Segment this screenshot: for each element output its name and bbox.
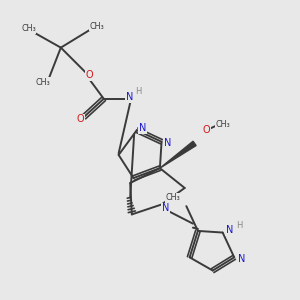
Text: CH₃: CH₃ <box>166 194 181 202</box>
Text: N: N <box>139 123 146 133</box>
Text: N: N <box>126 92 133 102</box>
Text: N: N <box>226 225 233 235</box>
Text: O: O <box>85 70 93 80</box>
Polygon shape <box>160 141 196 168</box>
Text: H: H <box>236 221 242 230</box>
Text: CH₃: CH₃ <box>90 22 104 31</box>
Text: N: N <box>164 138 171 148</box>
Text: N: N <box>238 254 245 264</box>
Text: O: O <box>77 114 85 124</box>
Text: N: N <box>162 203 169 214</box>
Text: CH₃: CH₃ <box>36 78 51 87</box>
Text: O: O <box>202 125 210 135</box>
Text: CH₃: CH₃ <box>216 120 231 129</box>
Text: CH₃: CH₃ <box>21 24 36 33</box>
Text: H: H <box>135 87 142 96</box>
